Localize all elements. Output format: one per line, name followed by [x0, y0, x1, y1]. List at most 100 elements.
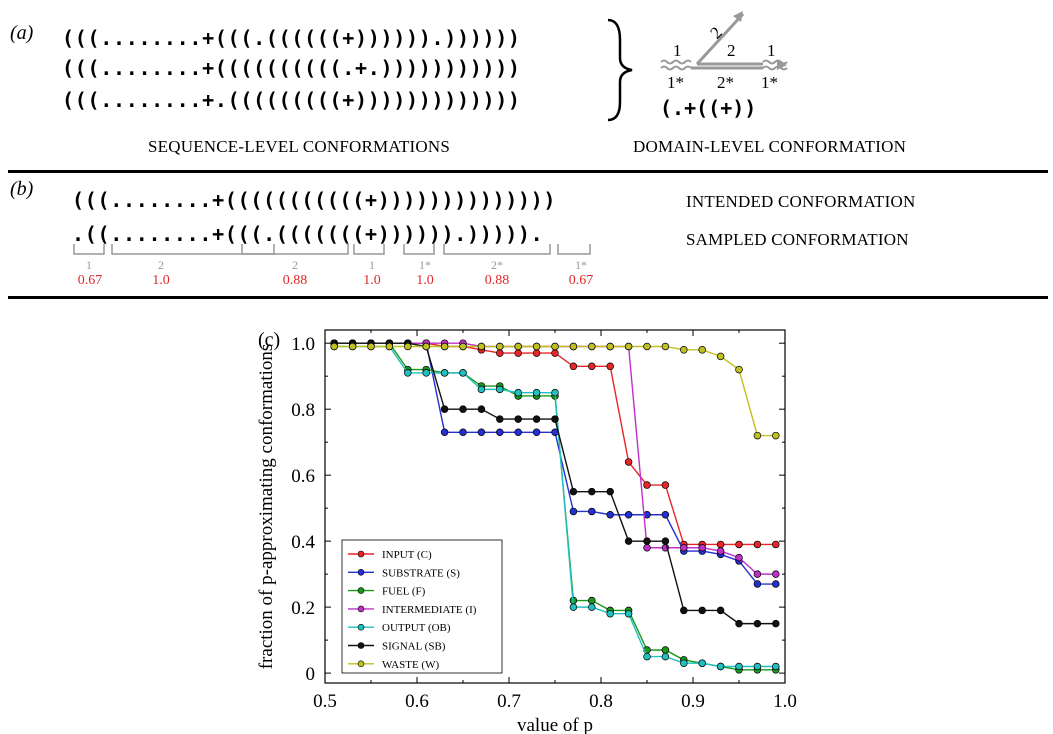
data-point-6-8 [477, 342, 486, 351]
data-point-6-16 [624, 342, 633, 351]
segment-score-7: 0.67 [568, 273, 594, 288]
data-point-4-22 [735, 662, 743, 671]
data-point-4-18 [661, 652, 670, 661]
legend-marker-6 [357, 660, 365, 668]
data-point-5-22 [735, 619, 743, 628]
segment-brackets [73, 244, 591, 255]
x-tick-label-1: 0.6 [405, 691, 429, 712]
data-point-1-11 [532, 428, 541, 437]
segment-score-6: 0.88 [484, 273, 510, 288]
data-point-5-21 [716, 606, 725, 615]
data-point-6-10 [514, 342, 522, 351]
data-point-1-15 [606, 510, 614, 519]
data-point-0-21 [716, 540, 725, 549]
data-point-3-20 [698, 543, 706, 552]
data-point-0-15 [606, 362, 614, 371]
data-point-4-10 [514, 388, 522, 397]
data-point-5-20 [698, 606, 706, 615]
data-point-6-15 [606, 342, 614, 351]
legend-marker-0 [357, 550, 365, 558]
data-point-4-6 [440, 369, 449, 377]
legend-marker-3 [357, 605, 365, 613]
segment-score-1: 0.67 [77, 273, 103, 288]
data-point-4-21 [716, 662, 725, 671]
diagonal-strand [695, 12, 745, 66]
segment-score-3: 0.88 [282, 273, 308, 288]
data-point-2-14 [588, 596, 596, 605]
data-point-6-20 [698, 346, 706, 354]
x-tick-label-4: 0.9 [681, 691, 705, 712]
sampled-conformation: .((........+(((.(((((((+)))))).))))). [72, 222, 544, 246]
data-point-5-19 [680, 606, 688, 615]
segment-score-2: 1.0 [152, 273, 170, 288]
sequence-level-caption: SEQUENCE-LEVEL CONFORMATIONS [148, 137, 450, 156]
data-point-0-24 [772, 540, 780, 549]
data-point-3-21 [716, 547, 725, 555]
data-point-5-14 [588, 487, 596, 496]
data-point-3-23 [753, 570, 762, 578]
data-point-6-1 [348, 342, 357, 351]
data-point-6-12 [551, 342, 559, 351]
data-point-6-14 [588, 342, 596, 351]
data-point-3-22 [735, 553, 743, 562]
data-point-4-13 [569, 603, 578, 611]
data-point-4-4 [404, 369, 412, 377]
data-point-4-16 [624, 609, 633, 618]
domain-label-bot-right: 1* [761, 73, 778, 92]
data-point-0-23 [753, 540, 762, 549]
data-point-6-19 [680, 346, 688, 354]
x-tick-label-2: 0.7 [497, 691, 521, 712]
data-point-4-8 [477, 385, 486, 394]
data-point-5-11 [532, 415, 541, 423]
legend-entry-1: SUBSTRATE (S) [382, 567, 460, 579]
legend-entry-4: OUTPUT (OB) [382, 622, 451, 634]
data-point-4-7 [459, 369, 467, 377]
data-point-4-20 [698, 659, 706, 667]
intended-conformation: (((........+(((((((((((+)))))))))))))) [72, 188, 557, 212]
legend-marker-4 [357, 623, 365, 631]
data-point-0-17 [643, 481, 651, 489]
data-point-5-24 [772, 619, 780, 628]
segment-label-1: 1 [86, 258, 92, 272]
domain-label-bot-mid: 2* [717, 73, 734, 92]
data-point-3-24 [772, 570, 780, 578]
segment-label-7: 1* [575, 258, 587, 272]
data-point-5-6 [440, 405, 449, 413]
data-point-6-3 [385, 342, 394, 351]
segment-label-2: 2 [158, 258, 164, 272]
curly-brace [607, 18, 633, 122]
data-point-3-17 [643, 543, 651, 552]
wavy-left-top [660, 59, 692, 65]
data-point-4-11 [532, 388, 541, 397]
data-point-0-14 [588, 362, 596, 371]
panel-a-label: (a) [10, 22, 34, 44]
data-point-6-21 [716, 352, 725, 361]
data-point-5-7 [459, 405, 467, 413]
data-point-4-23 [753, 662, 762, 671]
data-point-4-14 [588, 603, 596, 611]
legend-marker-2 [357, 587, 365, 594]
legend-marker-5 [357, 642, 365, 649]
data-point-6-23 [753, 431, 762, 440]
sequence-conformation-3: (((........+.(((((((((+))))))))))))) [62, 88, 521, 112]
data-point-6-11 [532, 342, 541, 351]
data-point-5-9 [496, 415, 504, 423]
data-point-1-10 [514, 428, 522, 437]
data-point-4-24 [772, 662, 780, 671]
data-point-0-22 [735, 540, 743, 549]
data-point-4-5 [422, 369, 430, 377]
wavy-right-top [762, 59, 788, 65]
data-point-3-19 [680, 543, 688, 552]
domain-label-diag: 2 [706, 23, 725, 42]
y-tick-label-1: 0.2 [291, 598, 315, 619]
y-tick-label-4: 0.8 [291, 400, 315, 421]
segment-label-5: 1* [419, 258, 431, 272]
segment-label-4: 1 [369, 258, 375, 272]
sequence-conformation-1: (((........+(((.((((((+)))))).)))))) [62, 26, 521, 50]
data-point-6-13 [569, 342, 578, 351]
y-tick-label-3: 0.6 [291, 466, 315, 487]
legend-box [341, 539, 503, 674]
data-point-5-17 [643, 537, 651, 545]
data-point-1-14 [588, 507, 596, 516]
legend-entry-2: FUEL (F) [382, 586, 426, 598]
